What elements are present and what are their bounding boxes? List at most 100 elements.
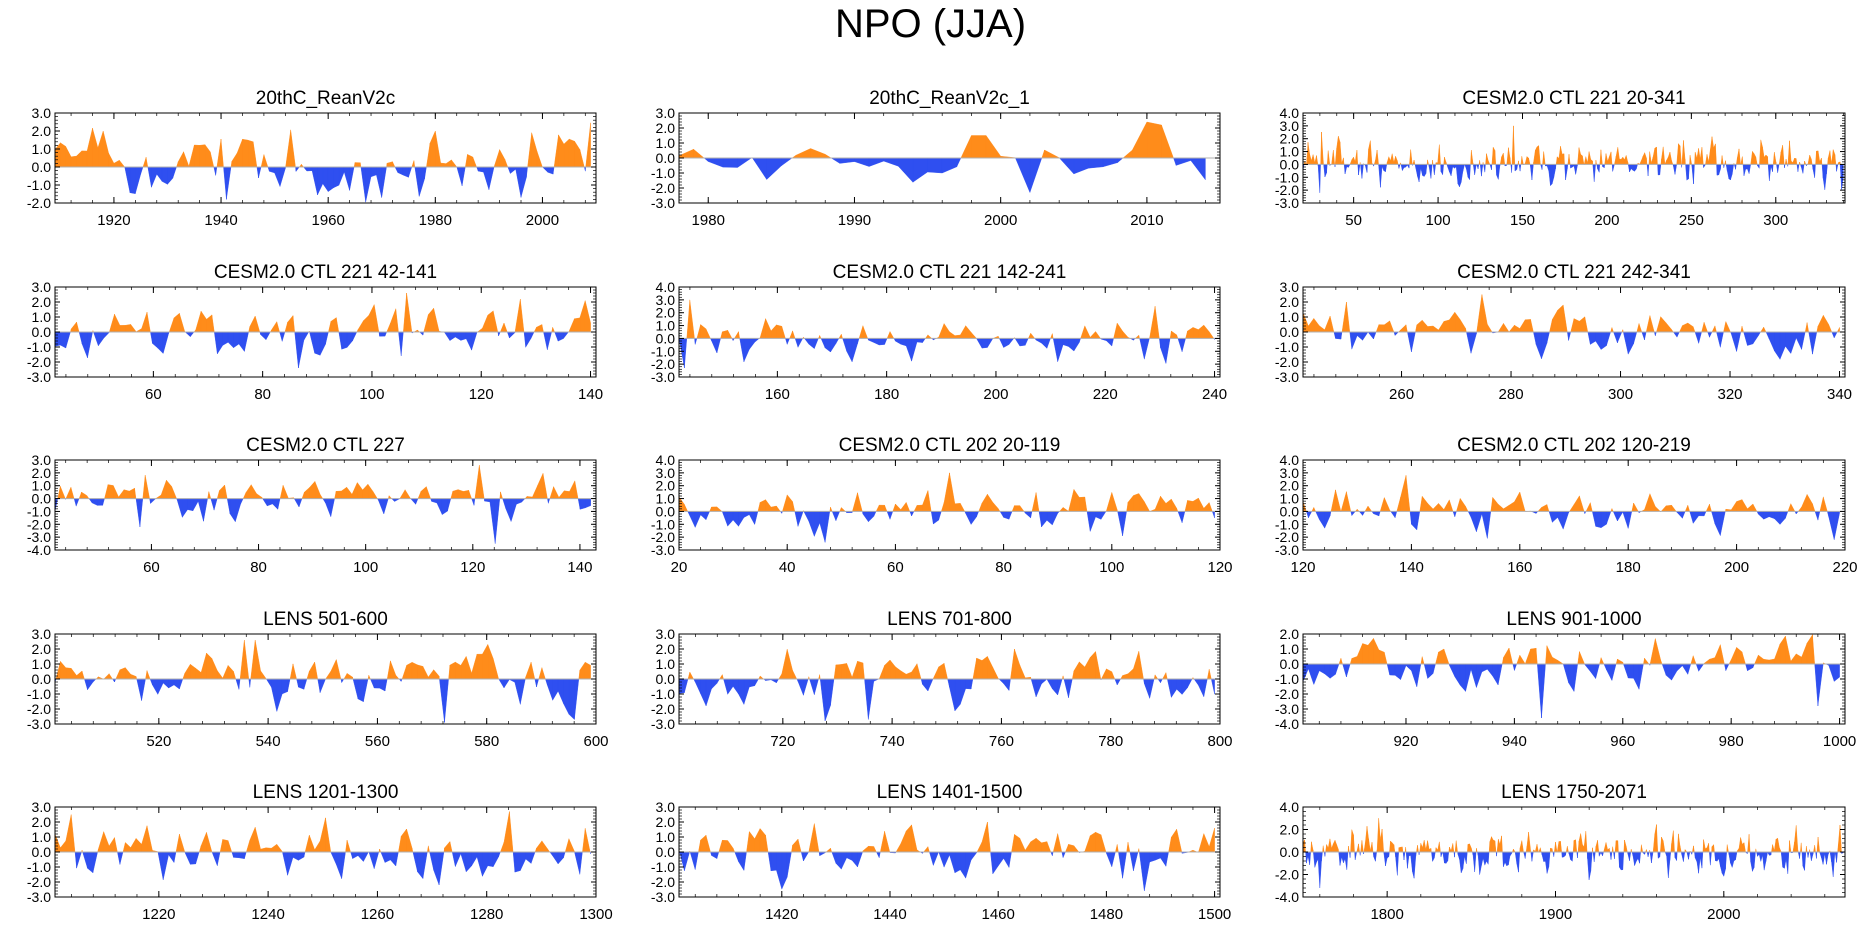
negative-area [687, 511, 1215, 543]
panel-4: CESM2.0 CTL 221 142-241 4.03.02.01.00.0-1… [651, 262, 1227, 403]
y-tick-label: 0.0 [656, 844, 676, 860]
y-tick-label: -1.0 [1275, 671, 1299, 687]
y-tick-label: 3.0 [656, 465, 676, 481]
y-tick-label: 3.0 [656, 799, 676, 815]
x-tick-label: 60 [143, 559, 160, 576]
positive-area [54, 811, 591, 853]
x-tick-label: 1260 [361, 906, 394, 923]
negative-area [678, 678, 1215, 722]
positive-area [687, 648, 1212, 680]
x-tick-label: 920 [1393, 733, 1418, 750]
y-tick-label: -4.0 [1275, 716, 1299, 732]
y-tick-label: 2.0 [656, 120, 676, 136]
negative-area [124, 166, 586, 203]
y-tick-label: 2.0 [1280, 478, 1300, 494]
y-tick-label: 1.0 [32, 656, 52, 672]
negative-area [1306, 511, 1840, 540]
plot-frame [1302, 459, 1846, 551]
y-tick-label: 1.0 [656, 829, 676, 845]
y-tick-label: 0.0 [32, 324, 52, 340]
y-tick-label: 2.0 [656, 641, 676, 657]
panel-12: LENS 1201-1300 3.02.01.00.0-1.0-2.0-3.0 12… [27, 782, 613, 923]
y-tick-label: 2.0 [32, 465, 52, 481]
y-tick-label: 2.0 [1280, 131, 1300, 147]
x-tick-label: 40 [779, 559, 796, 576]
y-tick-label: 3.0 [32, 452, 52, 468]
x-tick-label: 340 [1827, 386, 1852, 403]
y-tick-label: -3.0 [1275, 701, 1299, 717]
y-tick-label: 3.0 [1280, 465, 1300, 481]
y-tick-label: -2.0 [651, 356, 675, 372]
x-tick-label: 1800 [1370, 906, 1403, 923]
x-tick-label: 2010 [1130, 212, 1163, 229]
y-tick-label: 4.0 [1280, 105, 1300, 121]
panel-title: 20thC_ReanV2c_1 [869, 88, 1030, 109]
panel-13: LENS 1401-1500 3.02.01.00.0-1.0-2.0-3.0 14… [651, 782, 1231, 923]
y-tick-label: -1.0 [651, 516, 675, 532]
y-tick-label: 1.0 [1280, 641, 1300, 657]
y-tick-label: -2.0 [651, 701, 675, 717]
panel-7: CESM2.0 CTL 202 20-119 4.03.02.01.00.0-1.… [651, 435, 1233, 576]
negative-area [1333, 331, 1838, 360]
x-tick-label: 200 [1724, 559, 1749, 576]
x-tick-label: 1460 [982, 906, 1015, 923]
y-tick-label: -1.0 [27, 859, 51, 875]
y-tick-label: -1.0 [651, 165, 675, 181]
y-tick-label: -2.0 [27, 195, 51, 211]
figure-title: NPO (JJA) [834, 2, 1027, 46]
y-tick-label: -1.0 [27, 686, 51, 702]
x-tick-label: 2000 [984, 212, 1017, 229]
y-tick-label: 2.0 [1280, 294, 1300, 310]
y-tick-label: -2.0 [651, 180, 675, 196]
y-tick-label: 1.0 [32, 141, 52, 157]
x-tick-label: 140 [578, 386, 603, 403]
x-tick-label: 100 [359, 386, 384, 403]
positive-area [70, 292, 591, 333]
y-tick-label: -2.0 [1275, 867, 1299, 883]
y-tick-label: 0.0 [32, 844, 52, 860]
y-tick-label: 2.0 [656, 814, 676, 830]
panel-title: CESM2.0 CTL 227 [246, 435, 405, 456]
x-tick-label: 1990 [838, 212, 871, 229]
x-tick-label: 20 [671, 559, 688, 576]
panel-title: CESM2.0 CTL 221 142-241 [833, 262, 1067, 283]
x-tick-label: 120 [1290, 559, 1315, 576]
x-tick-label: 200 [983, 386, 1008, 403]
y-tick-label: -3.0 [27, 369, 51, 385]
y-tick-label: -2.0 [1275, 529, 1299, 545]
x-tick-label: 1420 [765, 906, 798, 923]
y-tick-label: -1.0 [1275, 339, 1299, 355]
x-tick-label: 260 [1389, 386, 1414, 403]
x-tick-label: 520 [146, 733, 171, 750]
panel-14: LENS 1750-2071 4.0 2.0 0.0 -2.0 -4.0 1800 1900 2… [1275, 782, 1846, 923]
y-tick-label: 1.0 [32, 309, 52, 325]
y-tick-label: -3.0 [651, 889, 675, 905]
y-tick-label: 4.0 [1280, 799, 1300, 815]
x-tick-label: 80 [254, 386, 271, 403]
y-tick-label: -4.0 [27, 542, 51, 558]
y-tick-label: -2.0 [1275, 354, 1299, 370]
y-tick-label: 0.0 [32, 671, 52, 687]
y-tick-label: -1.0 [651, 686, 675, 702]
y-tick-label: -2.0 [27, 701, 51, 717]
plot-frame [1302, 112, 1846, 204]
x-tick-label: 1280 [470, 906, 503, 923]
x-tick-label: 560 [365, 733, 390, 750]
x-tick-label: 1940 [204, 212, 237, 229]
y-tick-label: -3.0 [1275, 542, 1299, 558]
x-tick-label: 220 [1832, 559, 1857, 576]
x-tick-label: 180 [1616, 559, 1641, 576]
negative-area [678, 338, 1215, 369]
panel-title: LENS 501-600 [263, 609, 388, 630]
x-tick-label: 600 [583, 733, 608, 750]
panel-title: LENS 901-1000 [1506, 609, 1641, 630]
x-tick-label: 240 [1202, 386, 1227, 403]
y-tick-label: 0.0 [656, 150, 676, 166]
y-tick-label: 0.0 [1280, 656, 1300, 672]
y-tick-label: 1.0 [656, 318, 676, 334]
y-tick-label: 3.0 [1280, 118, 1300, 134]
negative-area [1302, 164, 1844, 193]
y-tick-label: -2.0 [651, 874, 675, 890]
x-tick-label: 300 [1608, 386, 1633, 403]
